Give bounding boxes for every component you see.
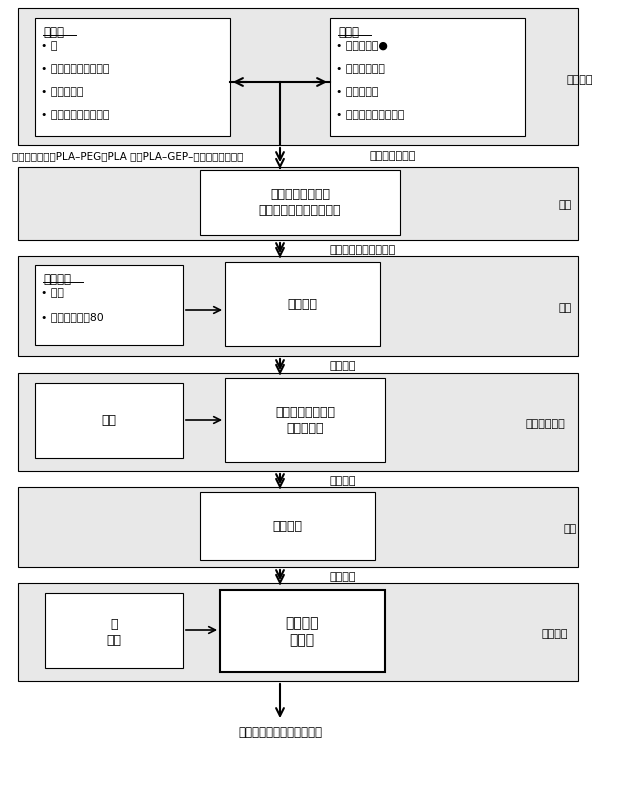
Text: 水: 水 [110, 618, 118, 631]
Text: 蔗糖: 蔗糖 [106, 634, 122, 646]
Bar [18, 256, 578, 356]
Text: • コール酸ナトリウム: • コール酸ナトリウム [41, 64, 109, 74]
Text: • 酢酸エチル: • 酢酸エチル [41, 87, 83, 97]
Text: 乳化: 乳化 [558, 200, 572, 210]
Text: 粒子急冷: 粒子急冷 [287, 298, 317, 310]
Text: 連続相: 連続相 [43, 26, 64, 39]
Text: • 酢酸エチル: • 酢酸エチル [336, 87, 378, 97]
Text: 懸濁液: 懸濁液 [289, 633, 315, 647]
Bar [18, 167, 578, 240]
Text: 凍結又は凍結乎燥バイアル: 凍結又は凍結乎燥バイアル [238, 726, 322, 739]
Text: • ポリマー・●: • ポリマー・● [336, 41, 388, 51]
Text: 滅菌ろ過: 滅菌ろ過 [272, 519, 302, 532]
Text: 粗エマルション: 粗エマルション [370, 151, 417, 161]
Text: • トゥウィーン80: • トゥウィーン80 [41, 312, 104, 322]
Bar [18, 8, 578, 145]
Bar [200, 492, 375, 560]
Text: ろ過: ろ過 [563, 524, 577, 534]
Text: • ドセタキセル: • ドセタキセル [336, 64, 385, 74]
Bar [18, 583, 578, 681]
Bar [18, 487, 578, 567]
Text: • ベンジルアルコール: • ベンジルアルコール [336, 110, 404, 120]
Bar [45, 593, 183, 668]
Text: ・ポリマーは、PLA–PEG、PLA 及びPLA–GEP–リガンドを含む。: ・ポリマーは、PLA–PEG、PLA 及びPLA–GEP–リガンドを含む。 [12, 151, 243, 161]
Text: フローろ過: フローろ過 [286, 422, 324, 436]
Text: 超ろ過／透析: 超ろ過／透析 [525, 419, 565, 429]
Bar [18, 373, 578, 471]
Text: 高エネルギー乳化: 高エネルギー乳化 [270, 188, 330, 202]
Text: （高圧ホモジナイザー）: （高圧ホモジナイザー） [259, 204, 341, 218]
Text: 最終粒子: 最終粒子 [285, 616, 319, 630]
Text: 硬化粒子: 硬化粒子 [330, 361, 356, 371]
Text: • ベンジルアルコール: • ベンジルアルコール [41, 110, 109, 120]
Text: 急冷: 急冷 [558, 303, 572, 313]
Bar [35, 383, 183, 458]
Text: 分散相: 分散相 [338, 26, 359, 39]
Bar [225, 262, 380, 346]
Text: • 水: • 水 [41, 41, 58, 51]
Bar [330, 18, 525, 136]
Text: 滅菌粒子: 滅菌粒子 [330, 572, 356, 582]
Text: • 冷水: • 冷水 [41, 288, 64, 298]
Text: 溶液調製: 溶液調製 [567, 75, 593, 85]
Text: 急冷溶液: 急冷溶液 [43, 273, 71, 286]
Text: 冷水: 冷水 [102, 413, 116, 426]
Bar [35, 265, 183, 345]
Text: ファインエマルション: ファインエマルション [330, 245, 396, 255]
Bar [200, 170, 400, 235]
Bar [220, 590, 385, 672]
Text: 精製粒子: 精製粒子 [330, 476, 356, 486]
Bar [225, 378, 385, 462]
Text: 最終製剤: 最終製剤 [541, 629, 568, 639]
Text: タンジェンシャル: タンジェンシャル [275, 406, 335, 420]
Bar [35, 18, 230, 136]
